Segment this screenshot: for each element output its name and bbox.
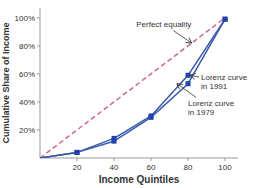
y-tick-label: 100% [15,14,35,23]
x-axis-line [40,158,238,159]
x-tick [188,158,189,161]
x-axis-label: Income Quintiles [99,174,180,185]
x-tick-label: 100 [218,163,232,172]
x-tick-label: 20 [73,163,82,172]
annotation-arrow [173,31,191,43]
plot-area [40,17,228,158]
annotation-line: in 1991 [201,82,228,91]
line-series [40,19,225,158]
x-tick-label: 40 [110,163,119,172]
point-marker [112,139,117,144]
y-tick-label: 80% [19,42,35,51]
y-axis-label: Cumulative Share of Income [1,22,11,143]
y-tick-label: 40% [19,98,35,107]
annotation-line: Lorenz curve [201,73,248,82]
annotation-line: Lorenz curve [188,99,235,108]
annotation-arrow [177,84,196,98]
annotation-text: Perfect equality [136,20,191,29]
point-marker [186,81,191,86]
y-tick [37,45,40,46]
point-marker [223,17,228,22]
annotation-text: Lorenz curvein 1979 [188,99,235,117]
chart: 20 40 60 80 100 20% 40% 60% 80% 100% Income Quinti… [0,0,268,188]
annotation-arrow [190,75,199,77]
x-tick-label: 80 [184,163,193,172]
x-tick [225,158,226,161]
annotation-line: Perfect equality [136,20,191,29]
y-tick-label: 20% [19,126,35,135]
point-marker [75,150,80,155]
point-marker [186,73,191,78]
y-axis-line [40,8,41,158]
point-marker [75,150,80,155]
point-marker [149,115,154,120]
annotation-line: in 1979 [188,108,215,117]
y-tick-label: 60% [19,70,35,79]
y-tick [37,73,40,74]
y-tick [37,101,40,102]
x-tick [114,158,115,161]
line-series [40,19,225,158]
y-tick [37,129,40,130]
point-marker [223,17,228,22]
line-series [40,18,225,158]
y-tick [37,17,40,18]
x-tick [151,158,152,161]
x-tick-label: 60 [147,163,156,172]
x-tick [77,158,78,161]
annotation-text: Lorenz curvein 1991 [201,73,248,91]
